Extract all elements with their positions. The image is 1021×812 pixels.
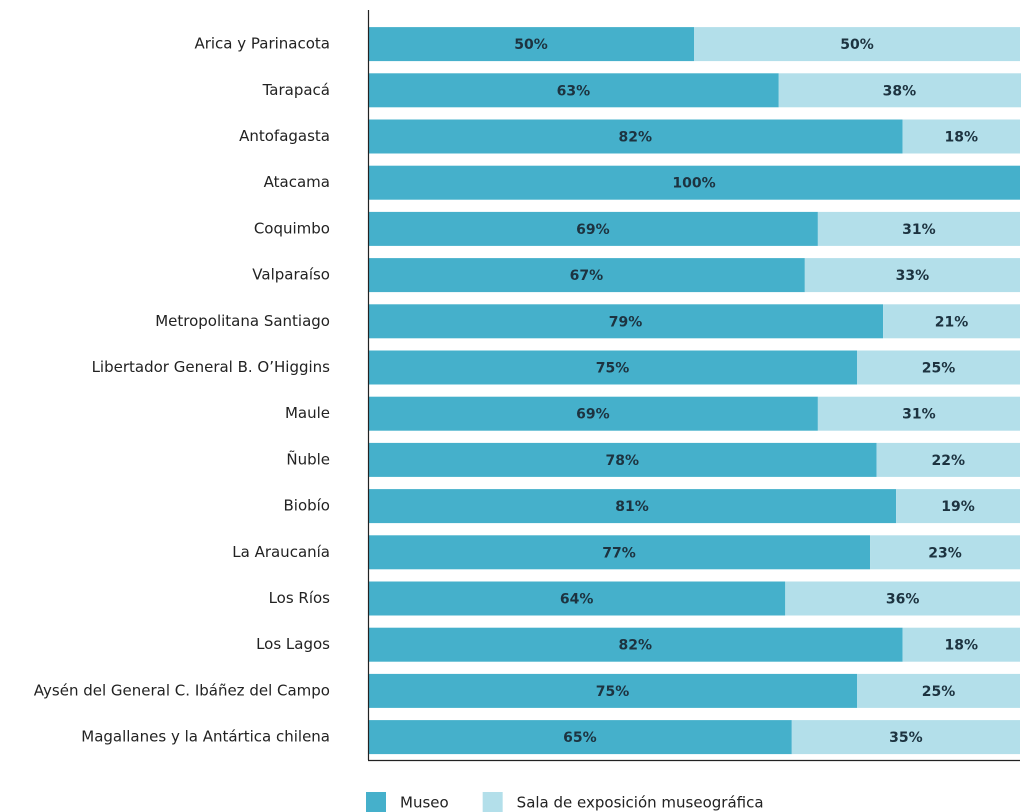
y-tick-label: Metropolitana Santiago [155, 312, 330, 330]
data-label: 35% [889, 730, 923, 746]
data-label: 82% [619, 638, 653, 654]
bar-segment [368, 350, 857, 385]
data-label: 75% [596, 361, 630, 377]
bar-segment [368, 535, 871, 570]
legend-swatch [366, 792, 386, 812]
data-label: 21% [935, 314, 969, 330]
bar-segment [883, 304, 1020, 339]
data-label: 36% [886, 592, 920, 608]
data-label: 81% [615, 499, 649, 515]
y-tick-label: Los Ríos [269, 589, 331, 607]
data-label: 33% [896, 268, 930, 284]
y-tick-label: Los Lagos [256, 635, 330, 653]
y-tick-label: Tarapacá [262, 81, 330, 99]
data-label: 65% [563, 730, 597, 746]
bar-segment [804, 258, 1020, 293]
bar-segment [368, 258, 805, 293]
data-label: 25% [922, 684, 956, 700]
data-label: 64% [560, 592, 594, 608]
bar-segment [778, 73, 1021, 108]
bar-segment [368, 581, 786, 616]
data-label: 25% [922, 361, 956, 377]
data-label: 77% [602, 545, 636, 561]
data-label: 22% [932, 453, 966, 469]
bar-segment [791, 720, 1020, 755]
data-label: 23% [928, 545, 962, 561]
plot-area [368, 27, 1021, 755]
bar-segment [368, 396, 818, 431]
data-label: 75% [596, 684, 630, 700]
bar-segment [368, 211, 818, 246]
data-label: 69% [576, 222, 610, 238]
legend-label: Museo [400, 794, 449, 812]
bar-segment [694, 27, 1020, 62]
data-label: 31% [902, 222, 936, 238]
y-tick-label: Aysén del General C. Ibáñez del Campo [34, 681, 330, 699]
y-tick-label: Biobío [283, 497, 330, 515]
bar-segment [896, 489, 1020, 524]
data-label: 31% [902, 407, 936, 423]
data-label: 67% [570, 268, 604, 284]
y-tick-label: Maule [285, 404, 330, 422]
bar-segment [368, 165, 1020, 200]
legend-swatch [482, 792, 503, 812]
y-tick-label: La Araucanía [232, 543, 330, 561]
bar-segment [902, 627, 1020, 662]
y-tick-label: Valparaíso [252, 266, 330, 284]
data-label: 18% [945, 130, 979, 146]
data-label: 69% [576, 407, 610, 423]
bar-segment [870, 535, 1020, 570]
bar-segment [368, 119, 903, 154]
data-label: 38% [883, 83, 917, 99]
bar-segment [368, 304, 884, 339]
data-label: 50% [514, 37, 548, 53]
bar-segment [368, 73, 779, 108]
data-label: 79% [609, 314, 643, 330]
bar-segment [368, 627, 903, 662]
y-tick-label: Ñuble [286, 449, 330, 468]
bar-segment [876, 442, 1020, 477]
bar-segment [368, 489, 897, 524]
legend-label: Sala de exposición museográfica [517, 794, 764, 812]
data-label: 19% [941, 499, 975, 515]
bar-segment [368, 442, 877, 477]
y-tick-label: Atacama [264, 173, 330, 191]
y-tick-label: Antofagasta [239, 127, 330, 145]
y-tick-label: Magallanes y la Antártica chilena [81, 728, 330, 746]
data-label: 78% [606, 453, 640, 469]
bar-segment [817, 211, 1020, 246]
data-label: 50% [840, 37, 874, 53]
data-label: 18% [945, 638, 979, 654]
data-label: 63% [557, 83, 591, 99]
bar-segment [368, 720, 792, 755]
data-label: 100% [672, 176, 715, 192]
bar-segment [857, 673, 1020, 708]
bar-segment [817, 396, 1020, 431]
data-label: 82% [619, 130, 653, 146]
bar-segment [785, 581, 1020, 616]
y-tick-label: Coquimbo [254, 219, 330, 237]
bar-segment [902, 119, 1020, 154]
bar-segment [368, 27, 694, 62]
bar-segment [368, 673, 857, 708]
y-tick-label: Arica y Parinacota [194, 35, 330, 53]
bar-segment [857, 350, 1020, 385]
y-tick-label: Libertador General B. O’Higgins [92, 358, 331, 376]
